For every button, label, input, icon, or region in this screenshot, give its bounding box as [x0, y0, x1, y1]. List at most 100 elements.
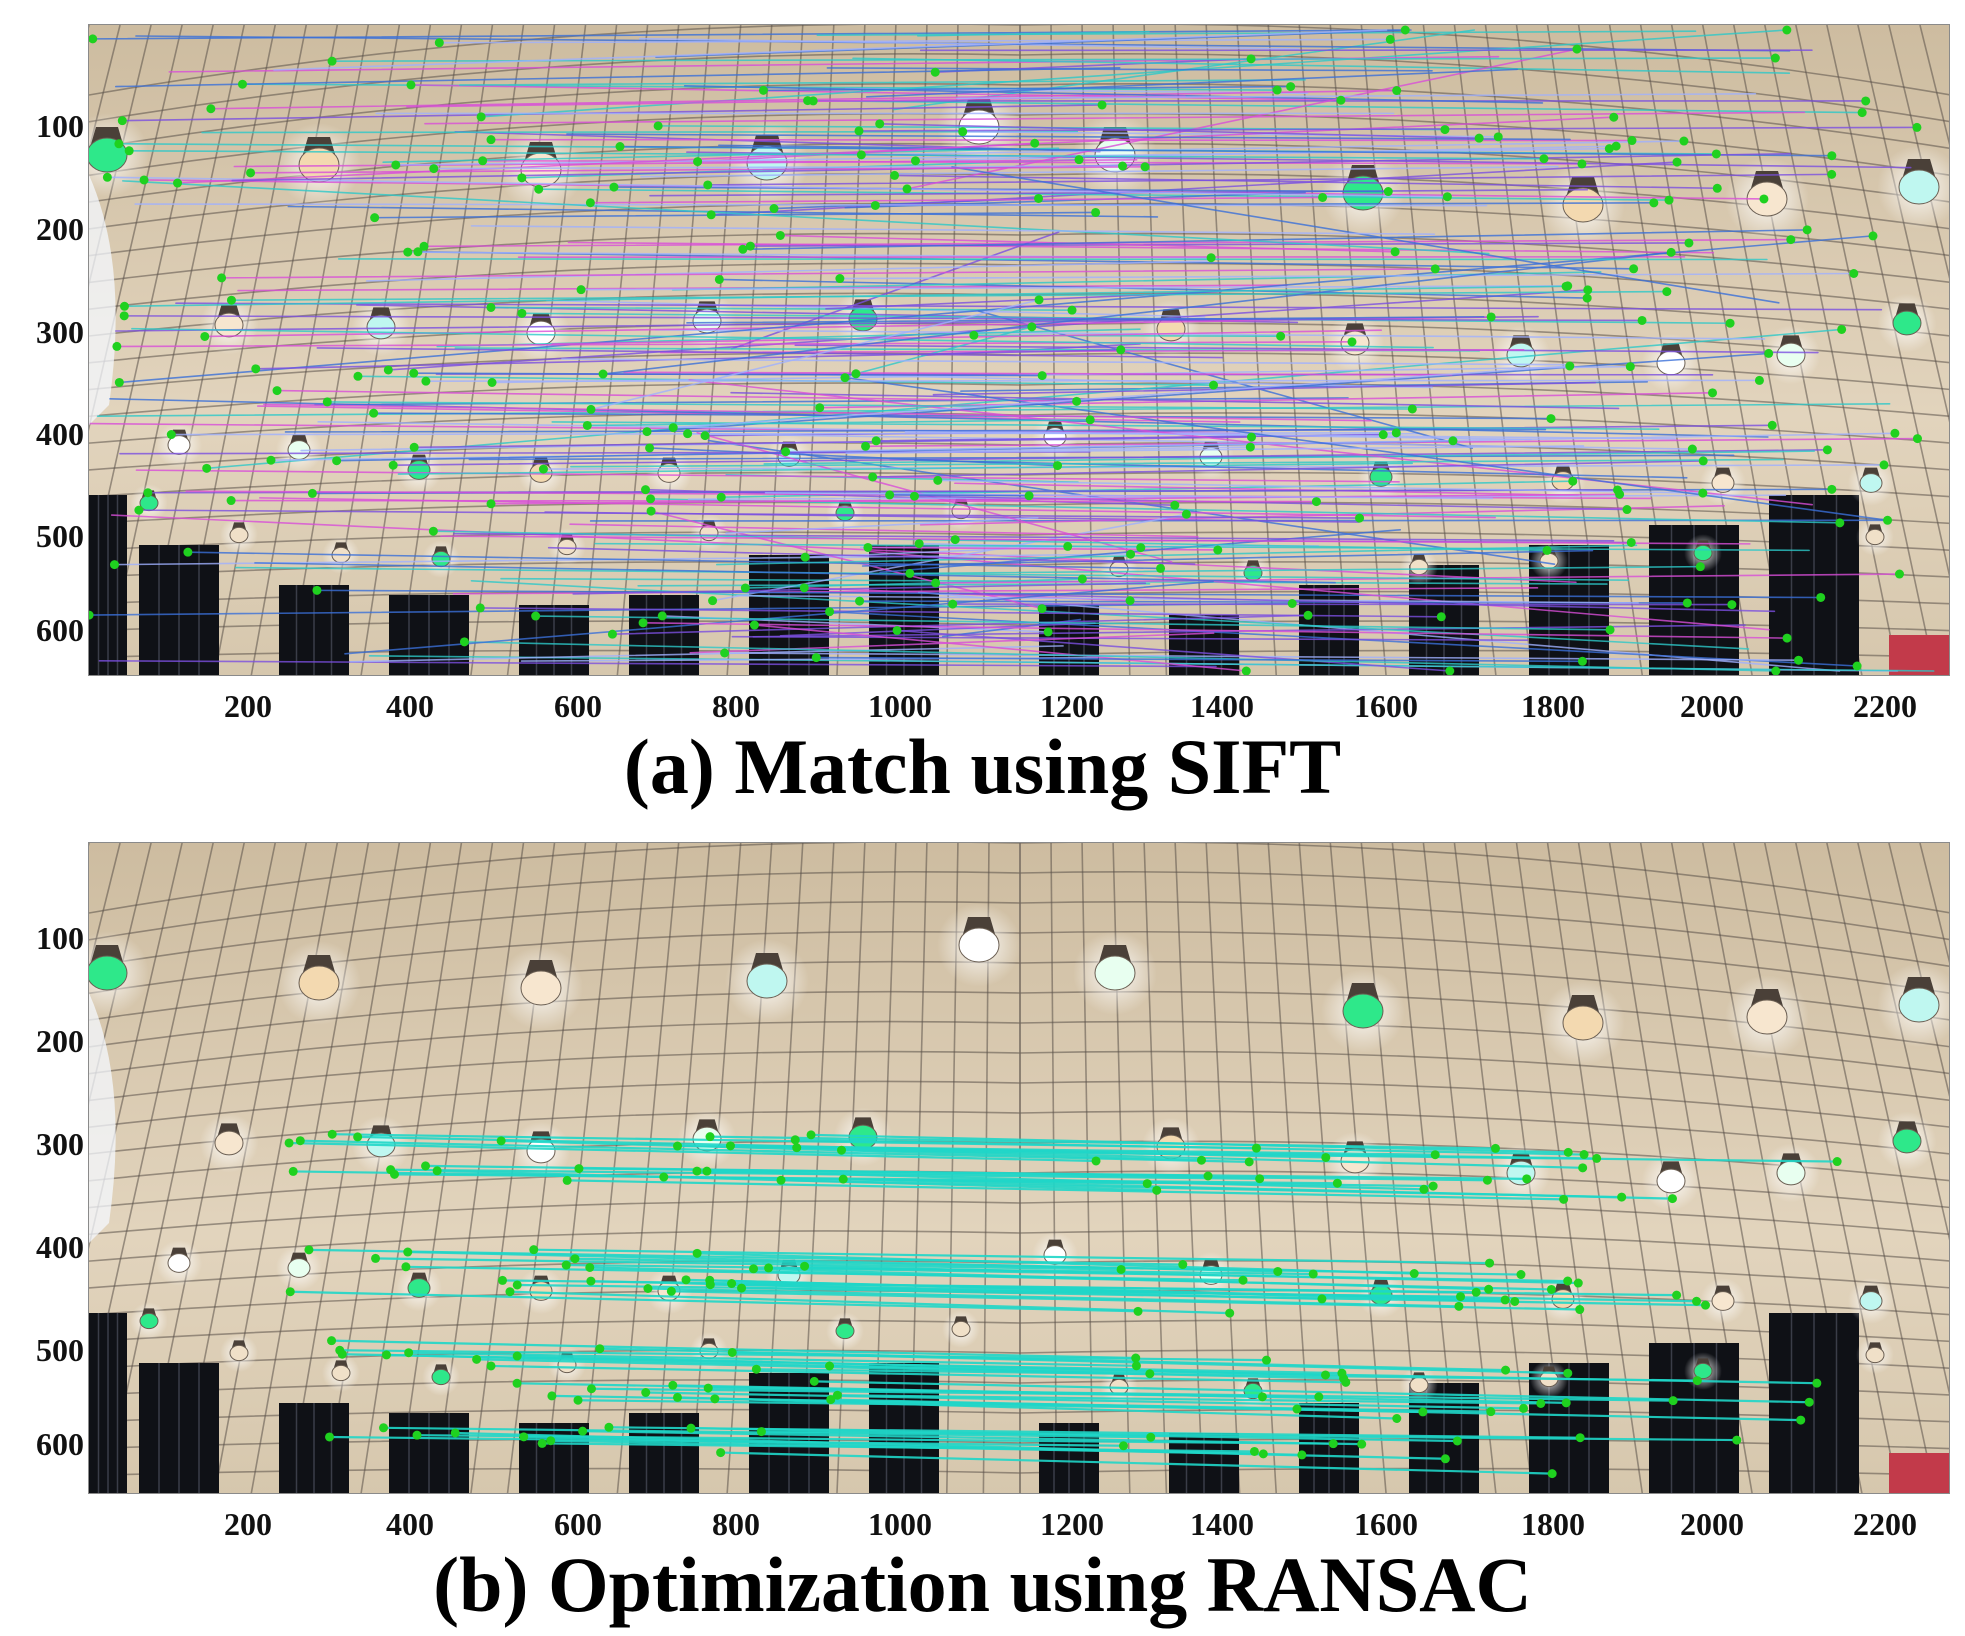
match-line [646, 352, 1770, 433]
keypoint [1116, 345, 1126, 355]
keypoint [892, 625, 902, 635]
grid-line [1267, 843, 1314, 1493]
keypoint [727, 1279, 737, 1289]
keypoint [1445, 666, 1455, 675]
keypoint [1563, 1368, 1573, 1378]
lamp [526, 320, 556, 346]
keypoint [429, 164, 439, 174]
keypoint [672, 1392, 682, 1402]
keypoint [166, 430, 176, 440]
keypoint [119, 311, 129, 321]
keypoint [486, 135, 496, 145]
keypoint [519, 1432, 529, 1442]
x-tick-label: 200 [224, 1506, 272, 1542]
keypoint [498, 1275, 508, 1285]
match-line [855, 326, 1033, 375]
keypoint [811, 653, 821, 663]
keypoint [1053, 461, 1063, 471]
keypoint [1034, 295, 1044, 305]
lamp [407, 460, 431, 480]
grid-line [1205, 843, 1241, 1493]
keypoint [327, 1129, 337, 1139]
keypoint [1577, 656, 1587, 666]
grid-line [1795, 25, 1936, 675]
keypoint [1145, 1369, 1155, 1379]
grid-line [104, 843, 245, 1493]
keypoint [403, 247, 413, 257]
match-line [254, 562, 1336, 584]
keypoint [1418, 1407, 1428, 1417]
match-line [662, 1175, 1435, 1188]
lamp [1342, 175, 1384, 211]
lamp [1656, 1168, 1686, 1194]
match-line [372, 412, 1552, 420]
keypoints [89, 25, 1922, 675]
y-tick-label: 300 [36, 1126, 84, 1162]
keypoint [657, 611, 667, 621]
match-line [96, 403, 1891, 417]
keypoint [758, 85, 768, 95]
keypoint [950, 535, 960, 545]
keypoint [646, 494, 656, 504]
keypoint [1430, 264, 1440, 274]
match-line [826, 67, 1433, 72]
keypoint [1430, 1150, 1440, 1160]
match-line [220, 268, 1437, 279]
keypoint [1409, 1269, 1419, 1279]
keypoint [1131, 1361, 1141, 1371]
keypoint [885, 490, 895, 500]
match-line [844, 376, 1889, 522]
keypoint [808, 96, 818, 106]
match-line [438, 38, 1392, 44]
match-line [913, 495, 1628, 511]
lamp [229, 526, 249, 544]
match-line [794, 1138, 1586, 1156]
keypoint [1822, 445, 1832, 455]
keypoint [1030, 138, 1040, 148]
match-line [489, 1364, 1347, 1384]
keypoint [641, 485, 651, 495]
keypoint [304, 1245, 314, 1255]
match-line [413, 436, 1253, 449]
lamp [1892, 1128, 1922, 1154]
match-line [201, 130, 1079, 134]
match-line [500, 1139, 1203, 1162]
keypoint [1837, 324, 1847, 334]
match-line [858, 126, 1918, 132]
keypoint [1883, 515, 1893, 525]
keypoint [1572, 44, 1582, 54]
keypoint [1440, 1454, 1450, 1464]
keypoint [102, 172, 112, 182]
keypoint [1320, 1370, 1330, 1380]
x-tick-label: 400 [386, 1506, 434, 1542]
keypoint [890, 170, 900, 180]
keypoint [969, 330, 979, 340]
keypoint [1486, 312, 1496, 322]
keypoint [855, 596, 865, 606]
keypoint [1546, 1284, 1556, 1294]
match-line [344, 580, 1214, 655]
keypoint [1565, 361, 1575, 371]
keypoint [114, 139, 124, 149]
keypoint [700, 431, 710, 441]
match-line [852, 57, 1791, 74]
keypoint [716, 1448, 726, 1458]
grid-line [396, 25, 494, 675]
keypoint [573, 1395, 583, 1405]
lamp [431, 1368, 451, 1386]
keypoint [1287, 599, 1297, 609]
keypoint [486, 302, 496, 312]
match-line [412, 372, 1043, 377]
keypoint [1258, 1449, 1268, 1459]
keypoint [547, 1391, 557, 1401]
keypoint [505, 1287, 515, 1297]
y-tick-label: 500 [36, 1332, 84, 1368]
keypoint [1835, 518, 1845, 528]
keypoint [653, 121, 663, 131]
match-line [365, 260, 1208, 282]
keypoint [681, 1275, 691, 1285]
keypoint [1097, 100, 1107, 110]
keypoint [702, 1166, 712, 1176]
keypoint [1701, 1300, 1711, 1310]
lamp [958, 927, 1000, 963]
